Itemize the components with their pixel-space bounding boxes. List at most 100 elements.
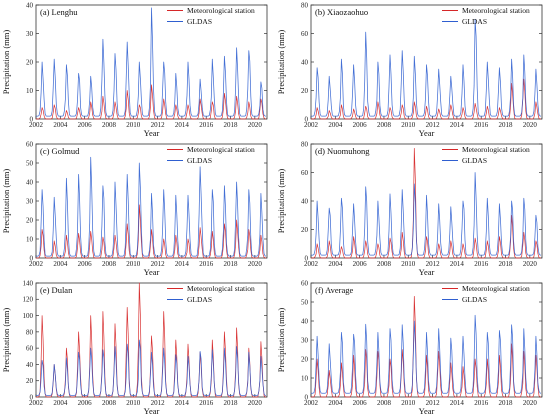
legend-label-gldas: GLDAS — [187, 17, 212, 26]
y-tick-label: 20 — [301, 87, 309, 95]
x-axis-title: Year — [419, 406, 435, 416]
series-line-gldas — [36, 7, 267, 117]
x-tick-label: 2006 — [353, 260, 368, 268]
legend-label-station: Meteorological station — [462, 6, 530, 15]
y-tick-label: 40 — [26, 178, 34, 186]
legend-label-station: Meteorological station — [187, 145, 255, 154]
y-axis-title: Precipitation (mm) — [1, 169, 11, 234]
x-tick-label: 2002 — [29, 260, 44, 268]
legend-label-station: Meteorological station — [462, 284, 530, 293]
series-group — [311, 18, 542, 120]
series-line-gldas — [311, 18, 542, 117]
y-tick-label: 0 — [30, 254, 34, 262]
series-line-gldas — [36, 156, 267, 257]
y-tick-label: 140 — [23, 279, 34, 287]
y-tick-label: 20 — [301, 226, 309, 234]
x-tick-label: 2020 — [523, 399, 538, 407]
x-tick-label: 2004 — [328, 121, 343, 129]
y-tick-label: 10 — [301, 374, 309, 382]
legend-label-gldas: GLDAS — [187, 295, 212, 304]
y-tick-label: 10 — [26, 235, 34, 243]
x-tick-label: 2004 — [328, 260, 343, 268]
y-tick-label: 40 — [26, 361, 34, 369]
y-tick-label: 20 — [26, 58, 34, 66]
x-tick-label: 2002 — [304, 121, 319, 129]
y-tick-label: 30 — [26, 197, 34, 205]
series-line-station — [36, 84, 267, 120]
x-axis-title: Year — [144, 267, 160, 277]
x-tick-label: 2008 — [377, 399, 392, 407]
y-tick-label: 100 — [23, 312, 34, 320]
y-tick-label: 80 — [26, 328, 34, 336]
x-tick-label: 2016 — [474, 260, 489, 268]
x-tick-label: 2010 — [401, 260, 416, 268]
x-tick-label: 2004 — [53, 260, 68, 268]
y-tick-label: 40 — [301, 317, 309, 325]
x-tick-label: 2008 — [102, 399, 117, 407]
y-tick-label: 30 — [301, 336, 309, 344]
panel-title: (d) Nuomuhong — [315, 146, 370, 156]
y-tick-label: 60 — [26, 140, 34, 148]
panel-title: (a) Lenghu — [40, 7, 78, 17]
x-tick-label: 2020 — [523, 121, 538, 129]
y-tick-label: 20 — [301, 355, 309, 363]
y-axis-title: Precipitation (mm) — [276, 169, 286, 234]
x-tick-label: 2004 — [53, 399, 68, 407]
y-tick-label: 60 — [301, 30, 309, 38]
panel-title: (b) Xiaozaohuo — [315, 7, 368, 17]
x-tick-label: 2018 — [499, 399, 514, 407]
y-tick-label: 50 — [301, 298, 309, 306]
x-tick-label: 2012 — [426, 260, 441, 268]
y-tick-label: 50 — [26, 159, 34, 167]
x-tick-label: 2018 — [224, 121, 239, 129]
x-tick-label: 2020 — [248, 121, 263, 129]
x-tick-label: 2006 — [353, 399, 368, 407]
legend-label-station: Meteorological station — [187, 6, 255, 15]
x-tick-label: 2018 — [224, 399, 239, 407]
x-tick-label: 2014 — [175, 121, 190, 129]
legend-label-gldas: GLDAS — [462, 156, 487, 165]
x-tick-label: 2006 — [78, 121, 93, 129]
x-tick-label: 2016 — [199, 399, 214, 407]
y-tick-label: 40 — [301, 58, 309, 66]
x-tick-label: 2010 — [126, 399, 141, 407]
legend-label-gldas: GLDAS — [187, 156, 212, 165]
series-line-station — [311, 295, 542, 398]
chart-panel-3: 0 10 20 30 40 50 60 2002 2004 2006 2008 2010 2012 201… — [1, 140, 268, 277]
series-line-station — [311, 147, 541, 259]
x-tick-label: 2020 — [248, 399, 263, 407]
x-tick-label: 2018 — [224, 260, 239, 268]
x-tick-label: 2016 — [199, 260, 214, 268]
y-tick-label: 30 — [26, 30, 34, 38]
x-tick-label: 2004 — [53, 121, 68, 129]
x-tick-label: 2006 — [78, 399, 93, 407]
chart-panel-5: 0 20 40 60 80 100 120 140 2002 2004 2006 2008 2010 20… — [1, 279, 268, 416]
x-tick-label: 2012 — [151, 260, 166, 268]
x-tick-label: 2010 — [126, 260, 141, 268]
series-group — [36, 156, 267, 259]
y-tick-label: 0 — [305, 115, 309, 123]
panel-title: (e) Dulan — [40, 285, 73, 295]
panel-title: (c) Golmud — [40, 146, 80, 156]
series-line-station — [36, 282, 267, 398]
x-tick-label: 2014 — [450, 399, 465, 407]
x-tick-label: 2008 — [102, 260, 117, 268]
x-tick-label: 2020 — [523, 260, 538, 268]
x-tick-label: 2012 — [426, 399, 441, 407]
series-group — [36, 282, 267, 398]
x-tick-label: 2008 — [377, 260, 392, 268]
y-tick-label: 40 — [301, 197, 309, 205]
x-tick-label: 2016 — [474, 399, 489, 407]
x-axis-title: Year — [419, 267, 435, 277]
series-line-gldas — [311, 314, 542, 394]
x-tick-label: 2014 — [450, 260, 465, 268]
x-tick-label: 2012 — [151, 121, 166, 129]
y-tick-label: 10 — [26, 87, 34, 95]
x-tick-label: 2010 — [401, 121, 416, 129]
y-tick-label: 120 — [23, 296, 34, 304]
x-axis-title: Year — [144, 128, 160, 138]
x-tick-label: 2002 — [304, 399, 319, 407]
x-tick-label: 2018 — [499, 121, 514, 129]
x-tick-label: 2002 — [29, 121, 44, 129]
y-tick-label: 20 — [26, 377, 34, 385]
